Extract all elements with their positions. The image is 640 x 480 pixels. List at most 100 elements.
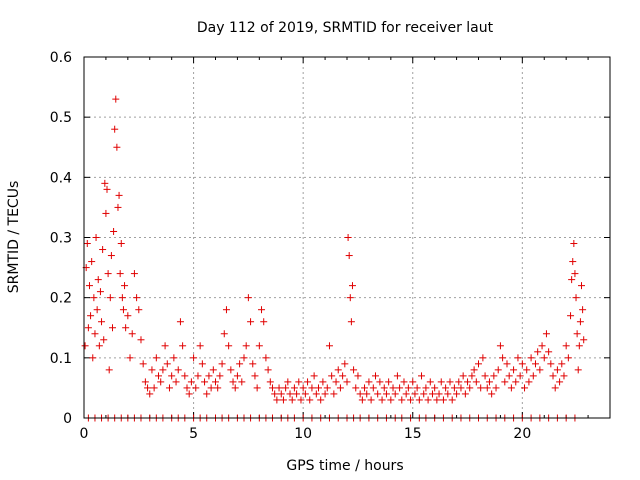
data-point: [216, 372, 224, 380]
data-point: [387, 396, 395, 404]
data-point: [488, 390, 496, 398]
data-point: [573, 330, 581, 338]
data-point: [295, 378, 303, 386]
data-point: [249, 360, 257, 368]
data-point: [439, 396, 447, 404]
data-point: [176, 318, 184, 326]
data-point: [106, 294, 114, 302]
data-point: [556, 378, 564, 386]
data-point: [229, 378, 237, 386]
data-point: [527, 354, 535, 362]
data-point: [297, 396, 305, 404]
data-point: [444, 390, 452, 398]
data-point: [253, 384, 261, 392]
data-point: [135, 306, 143, 314]
data-point: [402, 390, 410, 398]
data-point: [251, 372, 259, 380]
data-point: [435, 390, 443, 398]
data-point: [114, 203, 122, 211]
data-point: [356, 390, 364, 398]
data-point: [398, 396, 406, 404]
data-point: [464, 378, 472, 386]
data-point: [428, 390, 436, 398]
data-point: [461, 390, 469, 398]
data-point: [503, 360, 511, 368]
data-point: [572, 294, 580, 302]
data-point: [348, 282, 356, 290]
data-point: [179, 342, 187, 350]
data-point: [240, 354, 248, 362]
y-tick-labels: 0 0.1 0.2 0.3 0.4 0.5 0.6: [50, 50, 72, 427]
data-point: [227, 366, 235, 374]
data-point: [317, 396, 325, 404]
data-point: [374, 390, 382, 398]
data-point: [481, 372, 489, 380]
data-point: [525, 378, 533, 386]
data-point: [575, 342, 583, 350]
data-point: [344, 234, 352, 241]
data-point: [400, 378, 408, 386]
data-point: [214, 384, 222, 392]
data-point: [531, 360, 539, 368]
data-point: [347, 318, 355, 326]
data-point: [446, 378, 454, 386]
data-point: [389, 384, 397, 392]
data-point: [159, 366, 167, 374]
data-point: [255, 342, 263, 350]
data-point: [354, 372, 362, 380]
data-point: [536, 366, 544, 374]
data-point: [299, 384, 307, 392]
data-point: [358, 396, 366, 404]
data-point: [98, 318, 106, 326]
data-point: [231, 384, 239, 392]
data-point: [420, 390, 428, 398]
data-point: [100, 336, 108, 344]
data-point: [479, 354, 487, 362]
data-point: [341, 360, 349, 368]
data-point: [130, 270, 138, 278]
data-point: [117, 240, 125, 248]
data-point: [558, 360, 566, 368]
data-point: [174, 366, 182, 374]
x-axis-label: GPS time / hours: [286, 458, 403, 474]
data-point: [128, 330, 136, 338]
data-point: [433, 396, 441, 404]
data-point: [310, 372, 318, 380]
x-tick-label: 10: [294, 426, 312, 442]
data-point: [424, 396, 432, 404]
data-point: [233, 372, 241, 380]
data-point: [124, 312, 132, 320]
data-point: [453, 390, 461, 398]
data-point: [323, 384, 331, 392]
data-point: [222, 306, 230, 314]
data-point: [99, 246, 107, 254]
data-point: [516, 372, 524, 380]
data-point: [108, 324, 116, 332]
data-point: [306, 396, 314, 404]
data-point: [540, 354, 548, 362]
data-point: [93, 306, 101, 314]
data-point: [564, 354, 572, 362]
data-point: [371, 372, 379, 380]
data-point: [284, 378, 292, 386]
data-point: [472, 378, 480, 386]
data-point: [574, 366, 582, 374]
data-point: [483, 384, 491, 392]
data-point: [380, 384, 388, 392]
data-point: [258, 306, 266, 314]
data-point: [367, 396, 375, 404]
data-point: [225, 342, 233, 350]
data-point: [126, 354, 134, 362]
data-point: [568, 276, 576, 284]
data-point: [209, 366, 217, 374]
data-point: [139, 360, 147, 368]
y-tick-label: 0: [63, 411, 72, 427]
data-point: [121, 282, 129, 290]
data-point: [201, 378, 209, 386]
data-point: [437, 378, 445, 386]
data-point: [207, 384, 215, 392]
y-tick-label: 0.5: [50, 110, 72, 126]
data-point: [346, 294, 354, 302]
data-point: [325, 342, 333, 350]
